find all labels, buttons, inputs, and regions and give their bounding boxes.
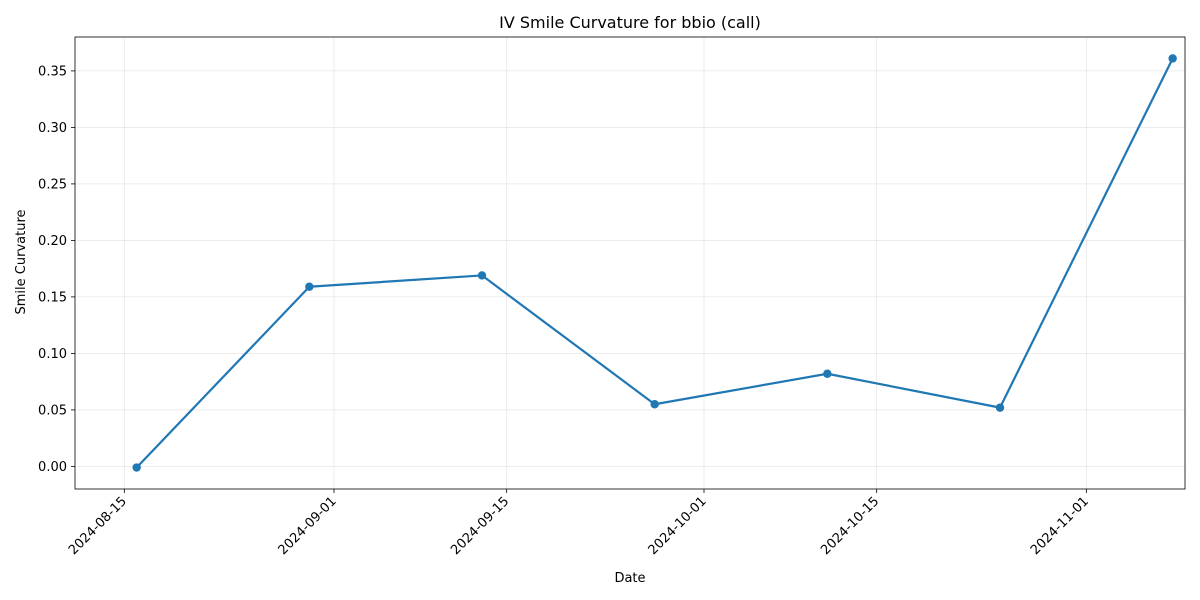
x-tick-label: 2024-11-01 bbox=[1028, 494, 1092, 558]
axes: 0.00 0.05 0.10 0.15 0.20 0.25 0.30 0.35 2024-08-… bbox=[38, 36, 1186, 558]
data-point bbox=[823, 369, 832, 378]
x-axis-title: Date bbox=[614, 571, 645, 586]
data-point bbox=[305, 282, 314, 291]
data-point bbox=[650, 400, 659, 409]
data-point bbox=[1168, 54, 1177, 63]
x-tick-label: 2024-10-01 bbox=[646, 494, 710, 558]
y-tick-label: 0.25 bbox=[38, 177, 67, 192]
y-tick-label: 0.30 bbox=[38, 121, 67, 136]
plot-frame bbox=[74, 36, 1186, 490]
series-layer bbox=[132, 54, 1177, 472]
y-tick-label: 0.05 bbox=[38, 403, 67, 418]
y-axis-title: Smile Curvature bbox=[14, 210, 29, 315]
data-point bbox=[477, 271, 487, 280]
grid bbox=[75, 37, 1185, 489]
y-tick-label: 0.10 bbox=[38, 347, 67, 362]
y-tick-label: 0.15 bbox=[38, 290, 67, 305]
x-tick-label: 2024-09-15 bbox=[448, 494, 512, 558]
labels: IV Smile Curvature for bbio (call) Date … bbox=[14, 13, 761, 586]
chart-title: IV Smile Curvature for bbio (call) bbox=[499, 13, 761, 32]
data-point bbox=[132, 463, 141, 472]
data-point bbox=[995, 403, 1005, 412]
x-tick-label: 2024-10-15 bbox=[818, 494, 882, 558]
y-tick-label: 0.20 bbox=[38, 234, 67, 249]
y-tick-label: 0.00 bbox=[38, 460, 67, 475]
x-tick-label: 2024-09-01 bbox=[276, 494, 340, 558]
y-tick-label: 0.35 bbox=[38, 64, 67, 79]
x-tick-label: 2024-08-15 bbox=[66, 494, 130, 558]
